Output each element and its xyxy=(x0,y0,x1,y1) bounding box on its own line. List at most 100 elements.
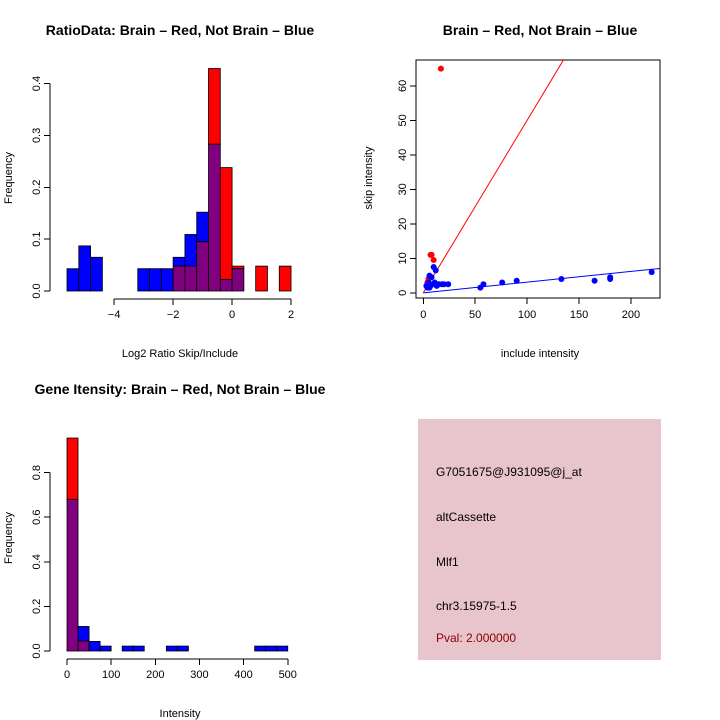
gene-intensity-histogram-panel: Gene Itensity: Brain – Red, Not Brain – … xyxy=(3,381,326,720)
ratio-bar-not-brain-0 xyxy=(66,268,80,292)
not-brain-point xyxy=(441,281,448,288)
not-brain-point xyxy=(433,282,440,289)
gene-intensity-xlabel: Intensity xyxy=(160,708,201,720)
ratio-bar-not-brain-7 xyxy=(149,268,162,292)
ratio-x-tick-label: 0 xyxy=(229,309,235,321)
gene-intensity-bar-overlap-1 xyxy=(77,640,90,652)
ratio-bar-not-brain-8 xyxy=(160,268,174,292)
ratio-bar-overlap-11 xyxy=(196,241,209,292)
scatter-ylabel: skip intensity xyxy=(363,146,375,209)
brain-point xyxy=(430,257,437,264)
gene-intensity-bar-not-brain-1 xyxy=(77,626,90,642)
ratio-bar-not-brain-11 xyxy=(196,211,209,243)
ratio-bar-overlap-12 xyxy=(208,143,221,292)
gene-intensity-x-tick-label: 300 xyxy=(190,669,208,681)
scatter-x-tick-label: 200 xyxy=(622,309,640,321)
gene-intensity-bar-not-brain-17 xyxy=(254,645,267,652)
ratio-bar-brain-12 xyxy=(208,68,221,145)
not-brain-point xyxy=(607,274,614,281)
ratio-y-tick-label: 0.2 xyxy=(31,180,43,195)
not-brain-point xyxy=(499,279,506,286)
ratio-y-tick-label: 0.3 xyxy=(31,128,43,143)
brain-point xyxy=(437,65,444,72)
not-brain-fit-line xyxy=(423,267,660,294)
not-brain-point xyxy=(432,267,439,274)
ratio-histogram-panel: RatioData: Brain – Red, Not Brain – Blue… xyxy=(3,22,314,360)
ratio-x-tick-label: −4 xyxy=(108,309,121,321)
gene-intensity-y-tick-label: 0.6 xyxy=(31,510,43,525)
not-brain-point xyxy=(423,282,430,289)
scatter-y-tick-label: 0 xyxy=(397,290,409,296)
ratio-bar-brain-18 xyxy=(278,265,292,292)
ratio-bar-overlap-14 xyxy=(231,268,245,292)
ratio-histogram-title: RatioData: Brain – Red, Not Brain – Blue xyxy=(46,22,315,38)
not-brain-point xyxy=(648,269,655,276)
gene-intensity-ylabel: Frequency xyxy=(3,512,15,564)
scatter-y-tick-label: 30 xyxy=(397,183,409,195)
scatter-xlabel: include intensity xyxy=(501,348,580,360)
ratio-histogram-axes: −4 −2 0 2 0.0 0.1 0.2 0.3 0.4 xyxy=(31,76,294,321)
scatter-fit-lines xyxy=(422,60,660,294)
ratio-bar-brain-16 xyxy=(255,265,268,292)
ratio-bar-overlap-10 xyxy=(184,265,198,292)
info-panel: G7051675@J931095@j_at altCassette Mlf1 c… xyxy=(418,419,661,660)
ratio-bar-not-brain-6 xyxy=(137,268,150,292)
event-type-text: altCassette xyxy=(436,510,496,524)
ratio-bar-not-brain-1 xyxy=(78,245,91,292)
ratio-y-tick-label: 0.0 xyxy=(31,283,43,298)
gene-intensity-title: Gene Itensity: Brain – Red, Not Brain – … xyxy=(35,381,326,397)
scatter-x-tick-label: 100 xyxy=(518,309,536,321)
gene-intensity-bar-brain-0 xyxy=(66,437,79,500)
not-brain-point xyxy=(558,276,565,283)
pval-text: Pval: 2.000000 xyxy=(436,631,516,645)
gene-intensity-bar-not-brain-9 xyxy=(165,645,178,652)
gene-intensity-x-tick-label: 400 xyxy=(234,669,252,681)
ratio-bar-not-brain-10 xyxy=(184,234,198,267)
brain-fit-line xyxy=(422,60,565,294)
gene-intensity-y-tick-label: 0.8 xyxy=(31,465,43,480)
gene-intensity-bar-not-brain-18 xyxy=(265,645,278,652)
ratio-histogram-ylabel: Frequency xyxy=(3,152,15,204)
not-brain-point xyxy=(428,274,435,281)
gene-intensity-bar-not-brain-3 xyxy=(99,645,112,652)
gene-intensity-bar-overlap-0 xyxy=(66,498,79,652)
gene-intensity-bar-not-brain-19 xyxy=(276,645,289,652)
ratio-bar-not-brain-9 xyxy=(172,256,186,267)
scatter-points xyxy=(423,65,655,291)
scatter-axes: 0 50 100 150 200 0 10 20 30 40 50 60 xyxy=(397,80,640,321)
not-brain-point xyxy=(480,281,487,288)
ratio-histogram-xlabel: Log2 Ratio Skip/Include xyxy=(122,348,238,360)
gene-intensity-y-tick-label: 0.2 xyxy=(31,599,43,614)
gene-name-text: Mlf1 xyxy=(436,555,459,569)
ratio-histogram-bars xyxy=(66,68,292,292)
gene-intensity-bar-not-brain-10 xyxy=(176,645,189,652)
scatter-y-tick-label: 40 xyxy=(397,149,409,161)
scatter-plot-box xyxy=(415,59,661,299)
gene-intensity-y-tick-label: 0.4 xyxy=(31,554,43,569)
not-brain-point xyxy=(591,277,598,284)
gene-intensity-bar-not-brain-6 xyxy=(132,645,145,652)
ratio-y-tick-label: 0.1 xyxy=(31,231,43,246)
ratio-bar-overlap-9 xyxy=(172,265,186,292)
scatter-title: Brain – Red, Not Brain – Blue xyxy=(443,22,638,38)
gene-intensity-y-tick-label: 0.0 xyxy=(31,643,43,658)
ratio-bar-not-brain-2 xyxy=(90,256,103,292)
not-brain-point xyxy=(445,281,452,288)
ratio-y-tick-label: 0.4 xyxy=(31,76,43,91)
gene-intensity-x-tick-label: 200 xyxy=(146,669,164,681)
gene-intensity-bars xyxy=(66,437,289,652)
ratio-bar-brain-13 xyxy=(219,167,233,280)
scatter-y-tick-label: 10 xyxy=(397,252,409,264)
brain-point xyxy=(428,251,435,258)
intensity-scatter-panel: Brain – Red, Not Brain – Blue 0 50 100 150 2… xyxy=(363,22,661,360)
gene-intensity-x-tick-label: 500 xyxy=(279,669,297,681)
gene-intensity-bar-not-brain-2 xyxy=(88,641,101,652)
location-text: chr3.15975-1.5 xyxy=(436,599,517,613)
gene-intensity-x-tick-label: 0 xyxy=(64,669,70,681)
gene-intensity-axes: 0 100 200 300 400 500 0.0 0.2 0.4 0.6 0.8 xyxy=(31,465,297,681)
ratio-bar-overlap-13 xyxy=(219,279,233,292)
scatter-y-tick-label: 50 xyxy=(397,114,409,126)
ratio-x-tick-label: −2 xyxy=(167,309,180,321)
gene-intensity-bar-not-brain-5 xyxy=(121,645,134,652)
